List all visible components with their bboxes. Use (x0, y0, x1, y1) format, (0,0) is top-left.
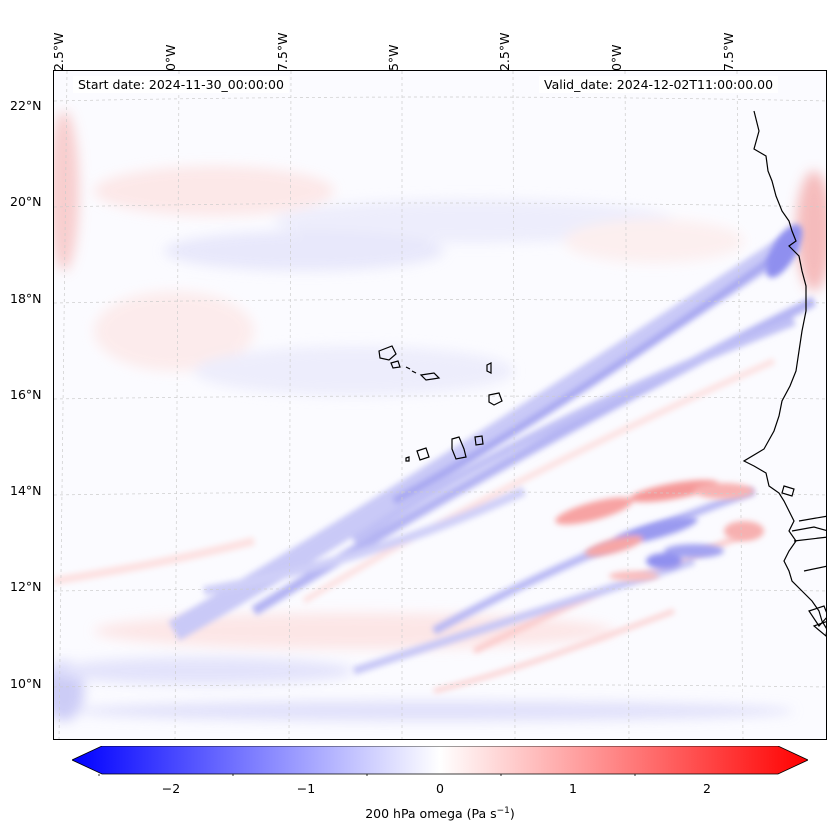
start-date-label: Start date: 2024-11-30_00:00:00 (73, 76, 289, 93)
colorbar-label: 200 hPa omega (Pa s−1) (365, 806, 515, 822)
lat-label-18n: 18°N (10, 291, 42, 306)
lat-label-16n: 16°N (10, 387, 42, 402)
lat-label-20n: 20°N (10, 194, 42, 209)
colorbar-tick-2: 2 (703, 781, 711, 796)
lat-label-22n: 22°N (10, 98, 42, 113)
coastline (742, 110, 826, 637)
colorbar-gradient (72, 746, 808, 775)
cape-verde-islands (378, 345, 503, 462)
colorbar-tick-1: 1 (569, 781, 577, 796)
omega-field (54, 71, 826, 739)
lat-label-10n: 10°N (10, 676, 42, 691)
colorbar-tick-m2: −2 (161, 781, 181, 796)
valid-date-label: Valid_date: 2024-12-02T11:00:00.00 (539, 76, 779, 93)
colorbar-tick-0: 0 (436, 781, 444, 796)
lat-label-14n: 14°N (10, 483, 42, 498)
lat-label-12n: 12°N (10, 579, 42, 594)
colorbar (72, 746, 808, 776)
colorbar-tick-m1: −1 (296, 781, 316, 796)
map-panel (53, 70, 827, 740)
